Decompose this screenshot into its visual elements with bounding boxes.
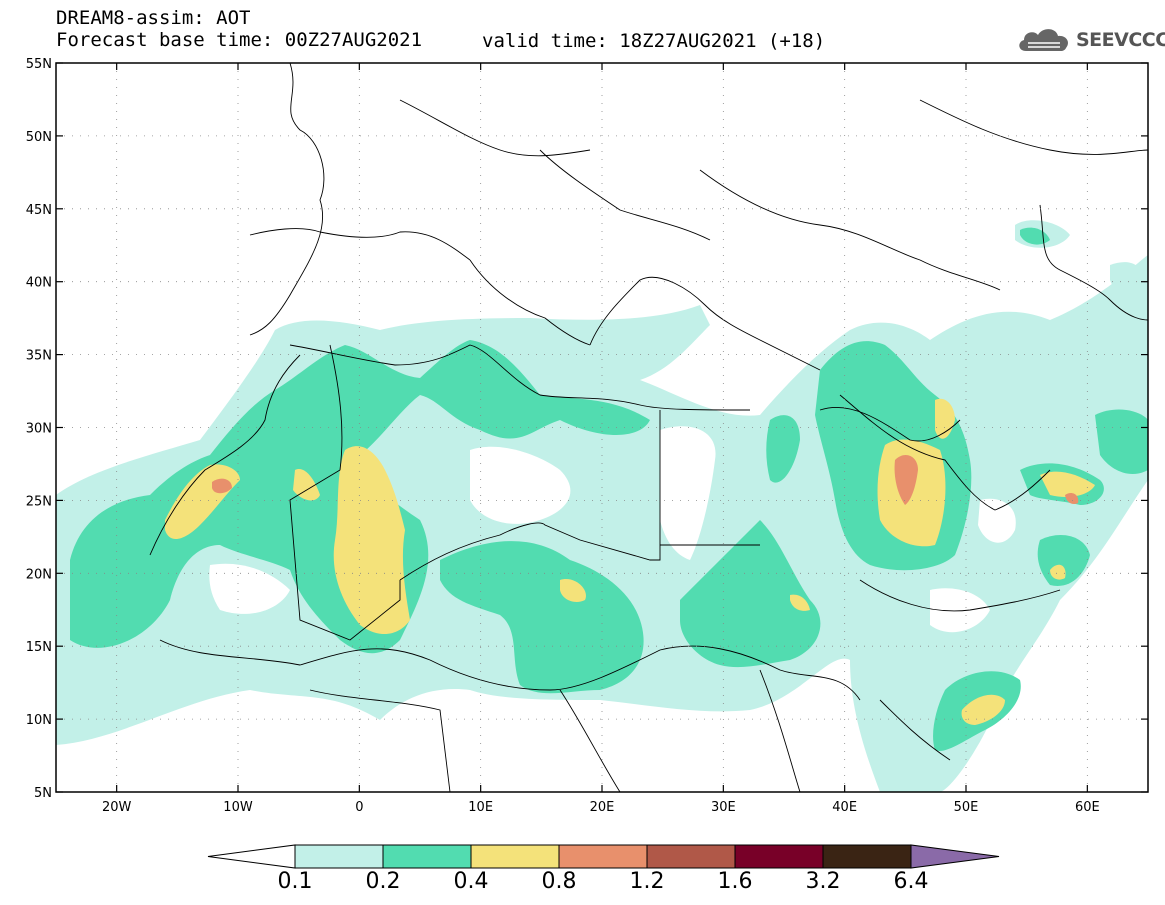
axis-ticks: 5N 10N 15N 20N 25N 30N 35N 40N 45N 50N 55N 20W 10W 0 1…	[26, 57, 1148, 815]
logo-text: SEEVCCC	[1076, 29, 1165, 51]
colorbar-label: 0.1	[278, 869, 313, 894]
lon-tick-label: 10W	[223, 800, 253, 815]
country-borders	[149, 63, 1148, 792]
colorbar-box	[294, 844, 384, 869]
lat-tick-label: 10N	[26, 713, 52, 728]
lat-tick-label: 5N	[34, 786, 52, 801]
colorbar-box	[734, 844, 824, 869]
lat-tick-label: 20N	[26, 567, 52, 582]
colorbar-box	[646, 844, 736, 869]
aot-below-0.1-gaps	[209, 426, 1016, 633]
lon-tick-label: 0	[355, 800, 363, 815]
lon-tick-label: 50E	[954, 800, 979, 815]
forecast-base-time: Forecast base time: 00Z27AUG2021	[56, 29, 423, 51]
colorbar-box	[382, 844, 472, 869]
lon-tick-label: 20E	[590, 800, 615, 815]
lon-tick-label: 40E	[832, 800, 857, 815]
colorbar-label: 3.2	[806, 869, 841, 894]
lat-tick-label: 25N	[26, 494, 52, 509]
cloud-icon	[1019, 29, 1069, 51]
lat-tick-label: 40N	[26, 276, 52, 291]
seevccc-logo: SEEVCCC	[1016, 24, 1165, 56]
aot-level-0.4	[165, 398, 1095, 725]
colorbar-label: 1.2	[630, 869, 665, 894]
colorbar-label: 0.8	[542, 869, 577, 894]
lat-tick-label: 30N	[26, 422, 52, 437]
colorbar-over-arrow	[910, 844, 1000, 869]
colorbar-box	[822, 844, 912, 869]
colorbar-under-arrow	[207, 844, 296, 869]
colorbar-box	[470, 844, 560, 869]
lat-tick-label: 45N	[26, 203, 52, 218]
aot-contour-fields	[56, 220, 1148, 792]
colorbar: 0.1 0.2 0.4 0.8 1.2 1.6 3.2 6.4	[207, 844, 1000, 894]
colorbar-label: 0.2	[366, 869, 401, 894]
colorbar-label: 0.4	[454, 869, 489, 894]
lon-tick-label: 10E	[468, 800, 493, 815]
colorbar-label: 1.6	[718, 869, 753, 894]
lat-tick-label: 50N	[26, 130, 52, 145]
lon-tick-label: 20W	[102, 800, 132, 815]
colorbar-box	[558, 844, 648, 869]
lat-tick-label: 35N	[26, 349, 52, 364]
map-title: DREAM8-assim: AOT	[56, 7, 251, 29]
valid-time: valid time: 18Z27AUG2021 (+18)	[482, 30, 826, 52]
lat-tick-label: 55N	[26, 57, 52, 72]
colorbar-label: 6.4	[894, 869, 929, 894]
lat-tick-label: 15N	[26, 640, 52, 655]
lon-tick-label: 60E	[1075, 800, 1100, 815]
lon-tick-label: 30E	[711, 800, 736, 815]
aot-level-0.8	[212, 455, 1079, 505]
